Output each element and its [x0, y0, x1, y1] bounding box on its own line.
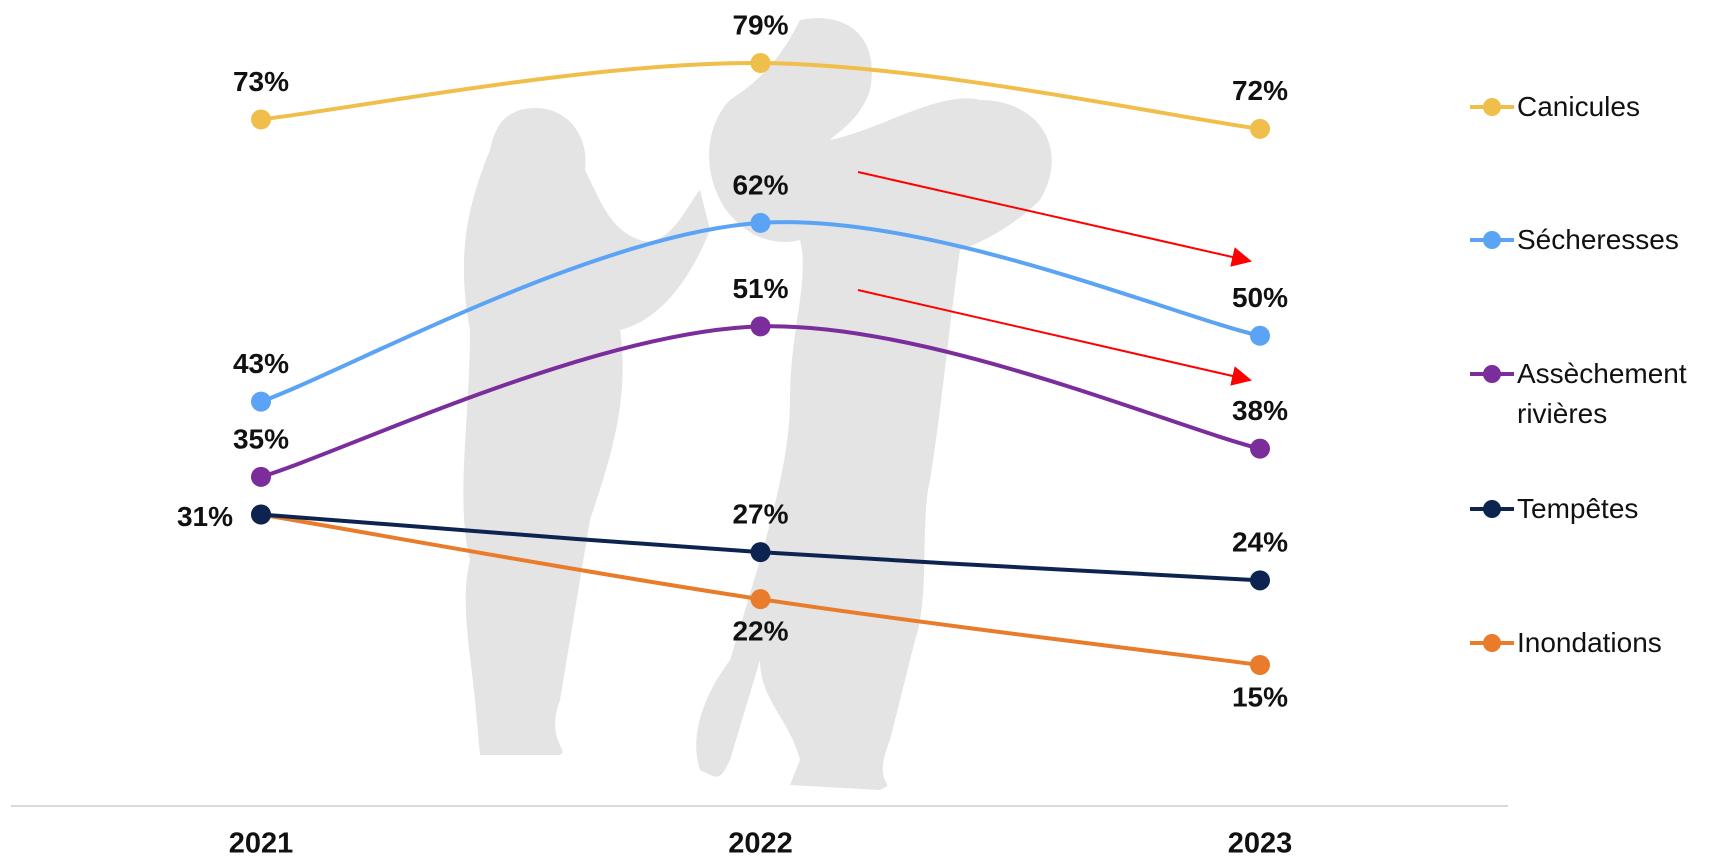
data-label: 38% — [1232, 395, 1288, 426]
legend-marker — [1483, 231, 1501, 249]
point — [1250, 118, 1270, 139]
point — [251, 466, 271, 487]
point — [251, 504, 271, 525]
point — [251, 109, 271, 130]
data-label: 79% — [732, 9, 788, 40]
point — [750, 589, 771, 610]
legend-label: Sécheresses — [1517, 224, 1679, 255]
data-label: 22% — [732, 616, 788, 647]
legend-label: Assèchement rivières — [1517, 358, 1687, 429]
x-tick-label: 2022 — [728, 828, 793, 860]
legend-label: Canicules — [1517, 91, 1640, 122]
legend-entry: Tempêtes — [1517, 493, 1639, 524]
data-label: 35% — [233, 423, 289, 454]
legend-entry: Sécheresses — [1517, 224, 1679, 255]
point — [750, 542, 771, 563]
annotation-arrow — [857, 171, 1252, 267]
annotation-arrow — [857, 289, 1252, 386]
line — [260, 220, 1261, 404]
point — [1250, 438, 1270, 459]
legend-label: Inondations — [1517, 627, 1662, 658]
data-label: 24% — [1232, 527, 1288, 558]
point — [1250, 570, 1270, 591]
x-tick-label: 2021 — [229, 828, 294, 860]
point — [1250, 655, 1270, 675]
legend-entry: Inondations — [1517, 627, 1662, 658]
data-label: 27% — [732, 499, 788, 530]
point — [750, 53, 771, 73]
legend-marker — [1483, 500, 1501, 518]
point — [750, 316, 771, 337]
data-label: 50% — [1232, 282, 1288, 313]
legend-label: Tempêtes — [1517, 493, 1639, 524]
point — [750, 212, 771, 233]
data-label: 51% — [732, 273, 788, 304]
data-label: 72% — [1232, 75, 1288, 106]
data-label: 43% — [233, 348, 289, 379]
data-label: 31% — [177, 501, 233, 532]
data-label: 73% — [233, 66, 289, 97]
x-tick-label: 2023 — [1228, 828, 1293, 860]
point — [1250, 325, 1270, 346]
data-label: 62% — [732, 169, 788, 200]
legend-marker — [1483, 98, 1501, 116]
legend-marker — [1483, 365, 1501, 383]
legend-entry: Canicules — [1517, 91, 1640, 122]
background-silhouette — [463, 18, 1052, 790]
legend-marker — [1483, 634, 1501, 652]
data-label: 15% — [1232, 681, 1288, 712]
legend-entry: Assèchement rivières — [1517, 358, 1687, 429]
point — [251, 391, 271, 412]
